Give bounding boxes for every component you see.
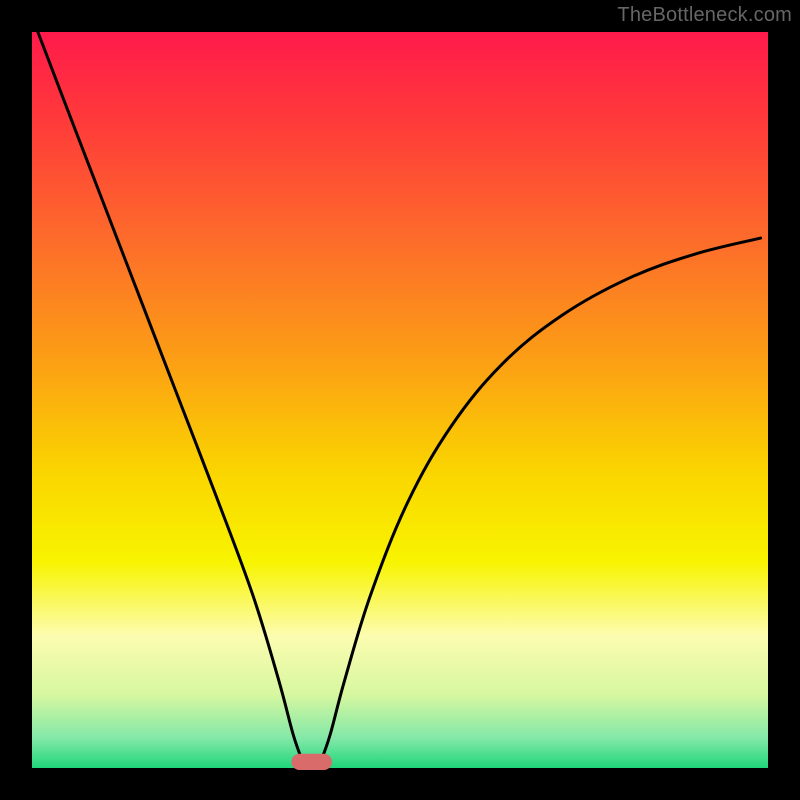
chart-container: TheBottleneck.com <box>0 0 800 800</box>
bottleneck-chart <box>0 0 800 800</box>
chart-gradient-background <box>32 32 768 768</box>
watermark-text: TheBottleneck.com <box>617 4 792 27</box>
bottleneck-marker <box>291 754 331 770</box>
